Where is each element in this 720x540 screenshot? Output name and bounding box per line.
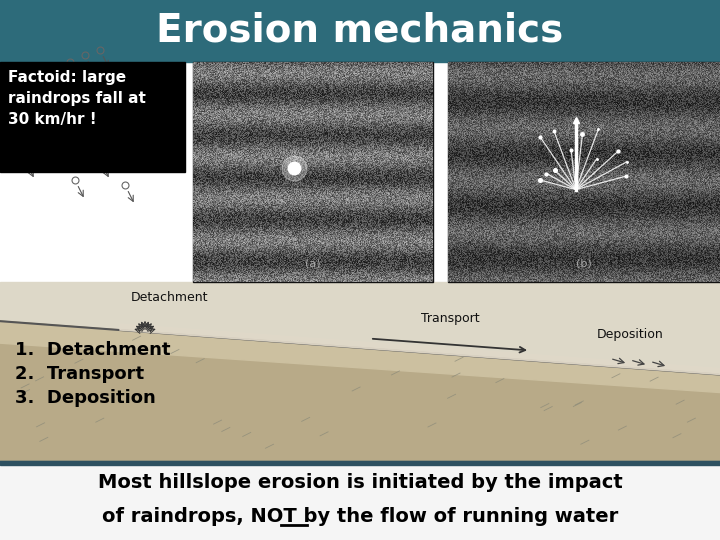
Text: Most hillslope erosion is initiated by the impact: Most hillslope erosion is initiated by t… xyxy=(98,472,622,491)
Text: 3.  Deposition: 3. Deposition xyxy=(15,389,156,407)
Bar xyxy=(0,62,185,172)
Bar xyxy=(0,62,720,460)
Bar xyxy=(0,0,720,62)
Text: Detachment: Detachment xyxy=(131,291,209,304)
Polygon shape xyxy=(0,321,720,460)
Text: Transport: Transport xyxy=(420,312,480,325)
Bar xyxy=(0,460,720,540)
Bar xyxy=(193,62,433,282)
Text: Erosion mechanics: Erosion mechanics xyxy=(156,12,564,50)
Text: Factoid: large
raindrops fall at
30 km/hr !: Factoid: large raindrops fall at 30 km/h… xyxy=(8,70,146,127)
Polygon shape xyxy=(120,324,720,375)
Bar xyxy=(0,282,720,460)
Text: 2.  Transport: 2. Transport xyxy=(15,364,144,383)
Bar xyxy=(448,62,720,282)
Text: of raindrops, NOT by the flow of running water: of raindrops, NOT by the flow of running… xyxy=(102,508,618,526)
Bar xyxy=(0,460,720,465)
Text: Deposition: Deposition xyxy=(597,328,663,341)
Polygon shape xyxy=(0,321,720,393)
Text: (b): (b) xyxy=(576,258,592,268)
Text: 1.  Detachment: 1. Detachment xyxy=(15,341,171,359)
Text: (a): (a) xyxy=(305,258,321,268)
